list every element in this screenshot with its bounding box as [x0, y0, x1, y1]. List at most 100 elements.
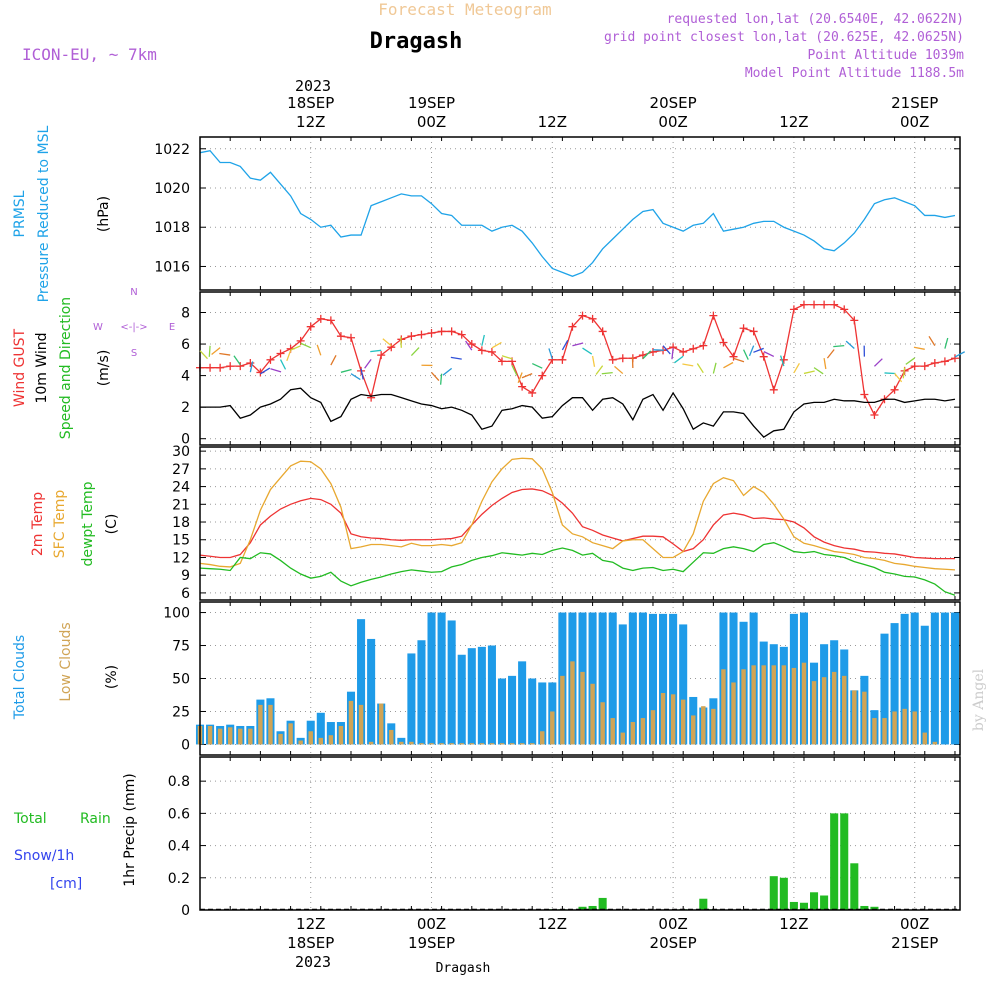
cloud-bar-low	[691, 715, 696, 745]
gust-point	[850, 316, 859, 325]
cloud-bar-total	[457, 654, 466, 745]
cloud-bar-low	[842, 675, 847, 745]
wind-arrow	[364, 358, 372, 369]
cloud-bar-low	[479, 743, 485, 745]
cloud-bar-total	[357, 619, 366, 745]
wind-arrow	[944, 337, 949, 349]
wind-arrow	[290, 345, 301, 351]
precip-bar	[588, 905, 597, 910]
wind-arrow	[330, 355, 337, 366]
cloud-bar-low	[731, 682, 736, 745]
y-tick-label: 0	[181, 903, 190, 919]
wind-arrow	[548, 348, 553, 360]
wind-arrow	[595, 365, 604, 375]
gust-point	[779, 355, 788, 364]
cloud-bar-total	[467, 648, 476, 745]
gust-point	[729, 352, 738, 361]
y-tick-label: 1018	[154, 220, 190, 236]
cloud-bar-total	[316, 712, 325, 745]
y-tick-label: 0	[181, 737, 190, 753]
cloud-bar-total	[367, 638, 376, 745]
precip-bar	[789, 901, 798, 910]
y-tick-label: 25	[172, 704, 190, 720]
cloud-bar-low	[590, 683, 595, 745]
precip-label-snow: Snow/1h	[14, 848, 74, 864]
cloud-bar-low	[902, 708, 907, 745]
cloud-bar-low	[831, 671, 837, 745]
series-line-wind-gust	[200, 303, 956, 417]
wind-arrow	[884, 372, 896, 375]
cloud-bar-low	[248, 728, 253, 745]
wind-arrow	[833, 345, 845, 348]
series-line-prmsl	[199, 150, 956, 277]
precip-unit: 1hr Precip (mm)	[122, 773, 138, 886]
cloud-bar-total	[588, 612, 597, 745]
wind-arrow	[300, 342, 311, 349]
model-name: ICON-EU, ~ 7km	[22, 45, 157, 64]
cloud-unit: (%)	[104, 665, 120, 689]
top-date-label: 21SEP	[891, 94, 938, 112]
gust-point	[769, 385, 778, 394]
gust-point	[840, 305, 849, 314]
cloud-bar-low	[419, 743, 424, 745]
compass-w: W	[93, 322, 103, 333]
cloud-bar-low	[268, 704, 273, 745]
wind-arrow	[894, 372, 903, 383]
gust-point	[568, 322, 577, 331]
cloud-bar-total	[900, 613, 909, 745]
wind-compass: N W <-|-> E S	[93, 287, 175, 359]
wind-arrow	[742, 349, 749, 360]
bottom-date-label: 19SEP	[408, 934, 455, 952]
gust-point	[336, 332, 345, 341]
y-tick-label: 75	[172, 639, 190, 655]
cloud-bar-total	[447, 620, 456, 745]
wind-arrow	[211, 347, 221, 355]
gust-point	[206, 363, 215, 372]
cloud-bar-low	[509, 743, 515, 745]
cloud-labels: Total Clouds Low Clouds (%)	[12, 622, 120, 720]
wind-unit: (m/s)	[96, 350, 112, 387]
precip-bar	[699, 898, 708, 910]
gust-point	[699, 341, 708, 350]
cloud-bar-low	[399, 741, 404, 745]
wind-arrow	[723, 361, 734, 369]
precip-bar	[870, 906, 879, 910]
precip-bar	[779, 877, 788, 910]
series-line-sfc-temp	[199, 457, 956, 571]
cloud-bar-low	[288, 723, 293, 745]
wind-arrow	[793, 362, 800, 374]
requested-coords: requested lon,lat (20.6540E, 42.0622N)	[667, 12, 964, 27]
gust-point	[689, 344, 698, 353]
pressure-label-msl: Pressure Reduced to MSL	[36, 125, 52, 302]
cloud-bar-total	[679, 624, 688, 745]
top-hour-label: 00Z	[900, 113, 929, 131]
time-axis-labels: 18SEP12Z12Z18SEP19SEP00Z00Z19SEP12Z12Z20…	[287, 94, 938, 952]
cloud-bar-total	[638, 612, 647, 745]
gust-point	[810, 300, 819, 309]
cloud-label-low: Low Clouds	[58, 622, 74, 701]
wind-arrow	[521, 373, 533, 379]
y-tick-label: 27	[172, 462, 190, 478]
cloud-bar-total	[910, 612, 919, 745]
wind-label-10m: 10m Wind	[34, 332, 50, 403]
cloud-bar-total	[880, 633, 889, 745]
cloud-bar-low	[630, 722, 636, 745]
gust-point	[950, 354, 959, 363]
precip-label-cm: [cm]	[50, 876, 82, 892]
gust-point	[830, 300, 839, 309]
gust-point	[226, 362, 235, 371]
wind-arrow	[279, 359, 287, 370]
bottom-date-label: 21SEP	[891, 934, 938, 952]
cloud-bar-low	[580, 671, 585, 745]
wind-arrow	[481, 334, 485, 346]
wind-arrow	[501, 355, 513, 360]
wind-arrow	[674, 355, 684, 364]
gust-point	[346, 333, 355, 342]
cloud-bar-low	[801, 662, 807, 745]
cloud-bar-total	[518, 661, 527, 745]
cloud-bar-total	[930, 612, 939, 745]
series-line-2m-temp	[199, 488, 955, 560]
wind-arrow	[400, 336, 402, 348]
y-tick-label: 0	[181, 432, 190, 448]
cloud-bar-low	[519, 743, 525, 745]
